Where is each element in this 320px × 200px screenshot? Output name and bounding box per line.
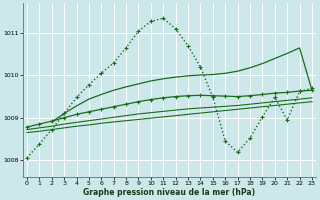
X-axis label: Graphe pression niveau de la mer (hPa): Graphe pression niveau de la mer (hPa) <box>84 188 256 197</box>
